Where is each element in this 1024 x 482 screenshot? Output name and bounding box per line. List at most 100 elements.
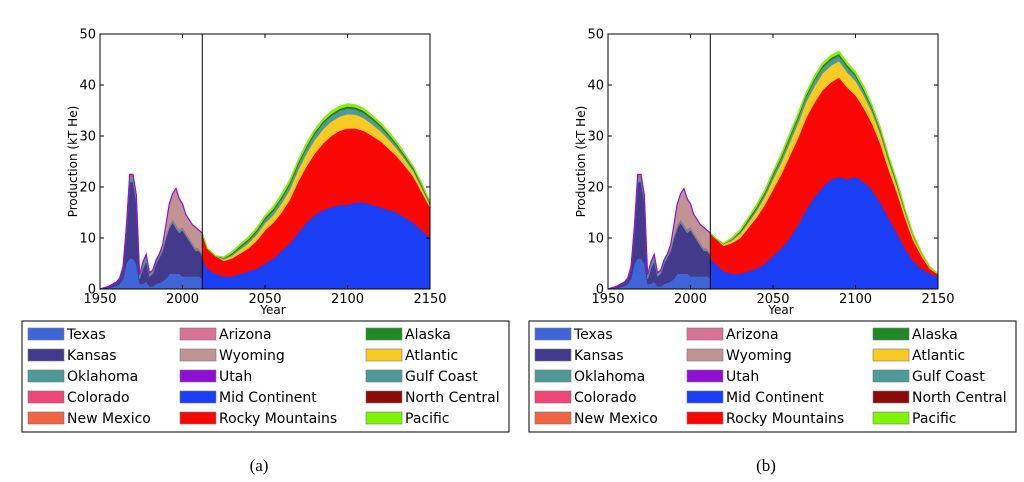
legend-swatch-north-central <box>872 390 910 404</box>
legend-label-utah: Utah <box>726 369 759 385</box>
legend-label-north-central: North Central <box>405 390 500 406</box>
x-tick-label: 2150 <box>921 292 954 307</box>
legend-label-atlantic: Atlantic <box>405 348 458 364</box>
legend-swatch-utah <box>686 369 724 383</box>
legend-swatch-texas <box>534 327 572 341</box>
legend-label-pacific: Pacific <box>912 411 957 427</box>
legend-swatch-rocky-mountains <box>179 411 217 425</box>
legend-swatch-pacific <box>365 411 403 425</box>
legend-label-new-mexico: New Mexico <box>67 411 151 427</box>
y-tick-label: 20 <box>79 181 96 196</box>
legend-swatch-oklahoma <box>534 369 572 383</box>
y-tick-label: 30 <box>587 130 604 145</box>
x-tick-label: 1950 <box>591 292 624 307</box>
x-tick-label: 2000 <box>674 292 707 307</box>
legend-swatch-mid-continent <box>179 390 217 404</box>
y-tick-label: 30 <box>79 130 96 145</box>
x-tick-label: 1950 <box>83 292 116 307</box>
x-tick-label: 2150 <box>413 292 446 307</box>
legend-swatch-atlantic <box>872 348 910 362</box>
y-tick-label: 0 <box>596 283 604 298</box>
legend-label-texas: Texas <box>66 327 106 343</box>
legend-swatch-atlantic <box>365 348 403 362</box>
legend-label-alaska: Alaska <box>912 327 958 343</box>
legend-label-gulf-coast: Gulf Coast <box>405 369 478 385</box>
y-tick-label: 40 <box>587 79 604 94</box>
panel-caption: (a) <box>250 456 269 475</box>
x-tick-label: 2050 <box>248 292 281 307</box>
legend-label-oklahoma: Oklahoma <box>574 369 645 385</box>
legend-label-arizona: Arizona <box>726 327 779 343</box>
legend-swatch-rocky-mountains <box>686 411 724 425</box>
stack-top-line-historical <box>99 173 203 290</box>
legend-label-mid-continent: Mid Continent <box>219 390 317 406</box>
legend-swatch-kansas <box>27 348 65 362</box>
y-tick-label: 20 <box>587 181 604 196</box>
legend-swatch-gulf-coast <box>872 369 910 383</box>
legend-swatch-texas <box>27 327 65 341</box>
legend: Texas Arizona Alaska Kansas Wyoming Atlantic O… <box>21 320 510 433</box>
y-axis-label: Production (kT He) <box>66 106 80 218</box>
legend-label-alaska: Alaska <box>405 327 451 343</box>
x-tick-label: 2000 <box>166 292 199 307</box>
stack-top-line-projection <box>709 50 939 275</box>
legend-label-utah: Utah <box>219 369 252 385</box>
legend-label-kansas: Kansas <box>67 348 117 364</box>
legend-label-rocky-mountains: Rocky Mountains <box>726 411 844 427</box>
legend-label-mid-continent: Mid Continent <box>726 390 824 406</box>
y-tick-label: 50 <box>79 28 96 43</box>
stack-top-line-historical <box>607 173 711 290</box>
legend-swatch-arizona <box>179 327 217 341</box>
legend-label-rocky-mountains: Rocky Mountains <box>219 411 337 427</box>
chart-panel-b: 1950 2000 2050 2100 2150 0 10 20 30 40 50 Year Produ… <box>528 28 1017 475</box>
legend-label-colorado: Colorado <box>574 390 637 406</box>
x-axis-label: Year <box>767 303 793 317</box>
legend-swatch-gulf-coast <box>365 369 403 383</box>
x-axis-label: Year <box>259 303 285 317</box>
legend-label-pacific: Pacific <box>405 411 450 427</box>
legend-swatch-kansas <box>534 348 572 362</box>
legend-swatch-arizona <box>686 327 724 341</box>
legend-swatch-alaska <box>872 327 910 341</box>
legend-swatch-new-mexico <box>27 411 65 425</box>
legend-swatch-utah <box>179 369 217 383</box>
legend-label-kansas: Kansas <box>574 348 624 364</box>
legend-swatch-colorado <box>534 390 572 404</box>
legend: Texas Arizona Alaska Kansas Wyoming Atlantic O… <box>528 320 1017 433</box>
legend-frame <box>21 320 510 433</box>
y-tick-label: 0 <box>88 283 96 298</box>
stack-top-line-projection <box>201 103 431 258</box>
legend-swatch-pacific <box>872 411 910 425</box>
legend-label-gulf-coast: Gulf Coast <box>912 369 985 385</box>
x-tick-label: 2050 <box>756 292 789 307</box>
legend-swatch-colorado <box>27 390 65 404</box>
legend-swatch-wyoming <box>179 348 217 362</box>
legend-label-new-mexico: New Mexico <box>574 411 658 427</box>
x-tick-label: 2100 <box>839 292 872 307</box>
panel-caption: (b) <box>756 456 776 475</box>
legend-swatch-north-central <box>365 390 403 404</box>
legend-swatch-new-mexico <box>534 411 572 425</box>
legend-label-texas: Texas <box>573 327 613 343</box>
legend-label-wyoming: Wyoming <box>219 348 285 364</box>
area-projection-mid-continent <box>202 202 431 290</box>
legend-label-arizona: Arizona <box>219 327 272 343</box>
y-tick-label: 50 <box>587 28 604 43</box>
legend-frame <box>528 320 1017 433</box>
legend-swatch-mid-continent <box>686 390 724 404</box>
legend-label-oklahoma: Oklahoma <box>67 369 138 385</box>
legend-swatch-oklahoma <box>27 369 65 383</box>
y-tick-label: 40 <box>79 79 96 94</box>
legend-label-wyoming: Wyoming <box>726 348 792 364</box>
legend-swatch-wyoming <box>686 348 724 362</box>
legend-label-atlantic: Atlantic <box>912 348 965 364</box>
chart-panel-a: 1950 2000 2050 2100 2150 0 10 20 30 40 50 Year Produ… <box>21 28 510 475</box>
legend-label-north-central: North Central <box>912 390 1007 406</box>
y-tick-label: 10 <box>79 232 96 247</box>
x-tick-label: 2100 <box>331 292 364 307</box>
y-tick-label: 10 <box>587 232 604 247</box>
y-axis-label: Production (kT He) <box>574 106 588 218</box>
legend-label-colorado: Colorado <box>67 390 130 406</box>
legend-swatch-alaska <box>365 327 403 341</box>
